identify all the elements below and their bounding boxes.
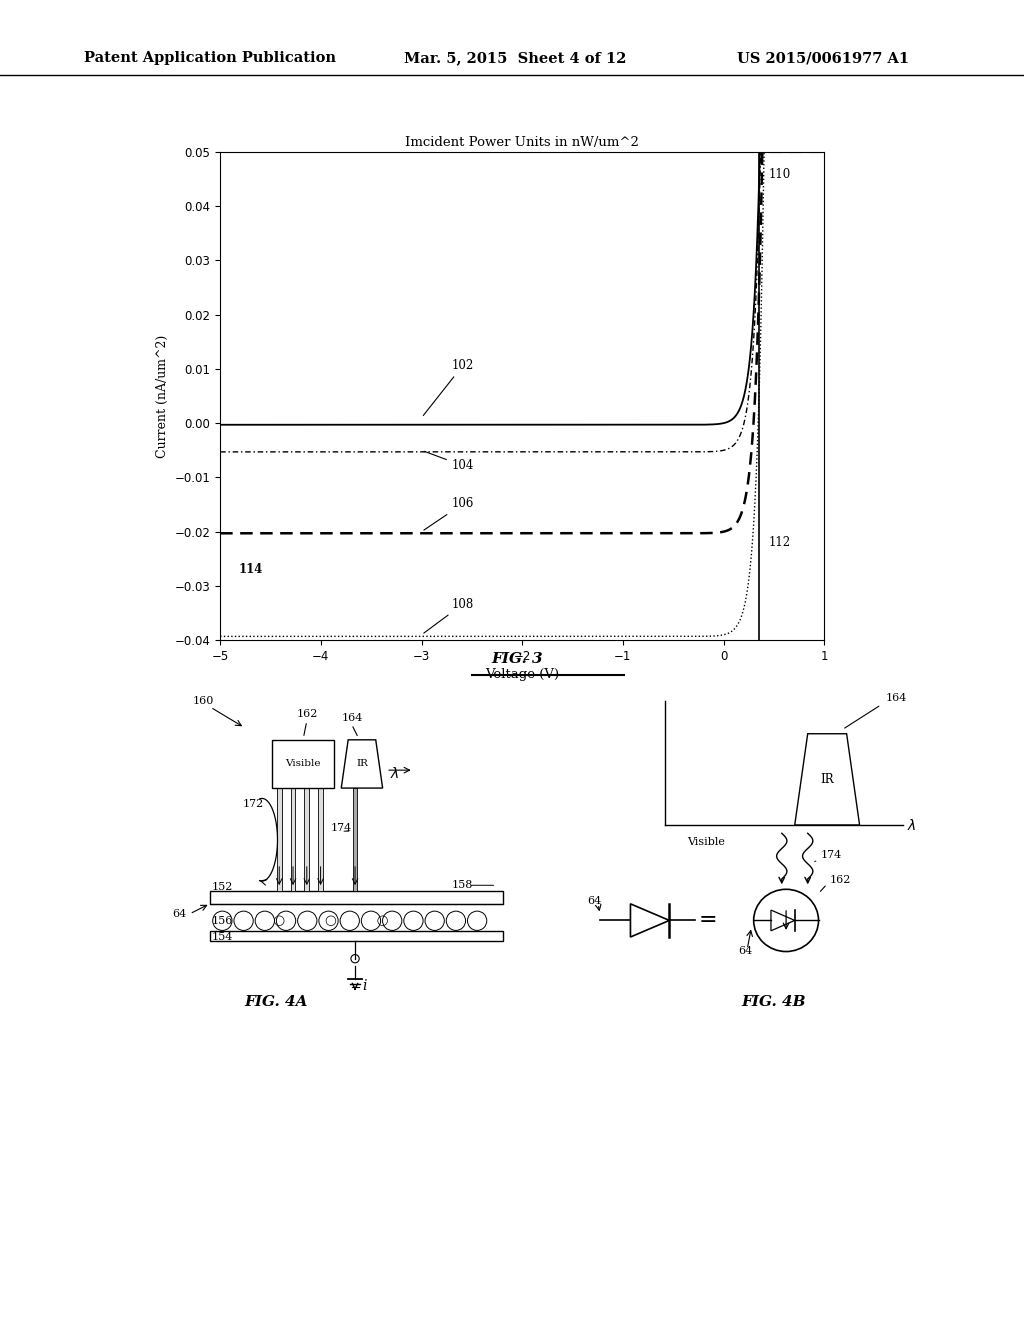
X-axis label: Voltage (V): Voltage (V): [485, 668, 559, 681]
Text: Visible: Visible: [687, 837, 725, 847]
Bar: [272, 739, 335, 788]
Text: 174: 174: [820, 850, 842, 861]
Text: 64: 64: [738, 945, 753, 956]
Bar: [304, 788, 309, 891]
Text: 160: 160: [194, 696, 214, 706]
Text: 102: 102: [423, 359, 474, 416]
Bar: [318, 788, 323, 891]
Text: US 2015/0061977 A1: US 2015/0061977 A1: [737, 51, 909, 65]
Text: 164: 164: [886, 693, 907, 702]
Text: 112: 112: [769, 536, 792, 549]
Text: Patent Application Publication: Patent Application Publication: [84, 51, 336, 65]
Text: 64: 64: [587, 896, 601, 906]
Text: 162: 162: [297, 709, 317, 719]
Text: IR: IR: [356, 759, 368, 768]
Text: 156: 156: [212, 916, 233, 927]
Text: =: =: [699, 909, 718, 932]
Text: Mar. 5, 2015  Sheet 4 of 12: Mar. 5, 2015 Sheet 4 of 12: [404, 51, 627, 65]
Bar: [353, 788, 357, 891]
Text: 172: 172: [243, 799, 264, 809]
Text: 162: 162: [829, 875, 851, 886]
Bar: [210, 931, 503, 941]
Text: 164: 164: [341, 713, 362, 723]
Text: FIG. 4B: FIG. 4B: [741, 995, 805, 1008]
Text: 158: 158: [452, 880, 473, 890]
Title: Imcident Power Units in nW/um^2: Imcident Power Units in nW/um^2: [406, 136, 639, 149]
Text: 110: 110: [769, 168, 792, 181]
Text: $\lambda$: $\lambda$: [907, 817, 916, 833]
Text: i: i: [361, 979, 367, 994]
Bar: [291, 788, 296, 891]
Bar: [276, 788, 282, 891]
Text: 106: 106: [424, 498, 474, 531]
Text: 104: 104: [424, 451, 474, 473]
Text: 64: 64: [172, 909, 186, 919]
Text: 154: 154: [212, 932, 233, 941]
Text: IR: IR: [820, 774, 834, 785]
Y-axis label: Current (nA/um^2): Current (nA/um^2): [156, 334, 169, 458]
Text: 108: 108: [424, 598, 474, 634]
Text: 174: 174: [331, 824, 352, 833]
Text: FIG. 4A: FIG. 4A: [245, 995, 308, 1008]
Text: 114: 114: [239, 564, 263, 576]
Text: $\lambda$: $\lambda$: [389, 766, 399, 781]
Bar: [210, 891, 503, 903]
Text: FIG. 3: FIG. 3: [492, 652, 543, 665]
Text: Visible: Visible: [286, 759, 322, 768]
Text: 152: 152: [212, 882, 233, 892]
